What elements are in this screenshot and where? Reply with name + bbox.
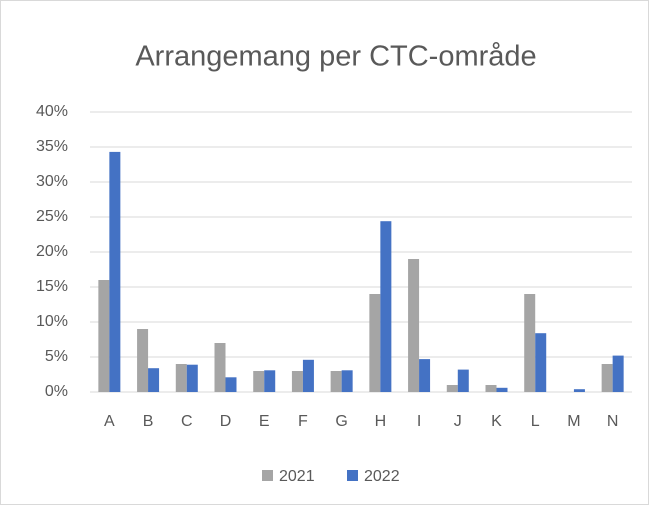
x-tick-label: N [607, 413, 619, 430]
legend-swatch [347, 470, 358, 481]
bar [253, 371, 265, 392]
bar [380, 221, 392, 392]
x-tick-label: H [375, 413, 387, 430]
x-tick-label: J [454, 413, 462, 430]
bar [369, 294, 381, 392]
bar [186, 364, 198, 392]
legend-label: 2021 [279, 468, 315, 485]
x-tick-label: L [531, 413, 540, 430]
bar [446, 385, 458, 392]
x-tick-label: B [143, 413, 154, 430]
bar [330, 371, 342, 392]
x-tick-label: G [335, 413, 347, 430]
y-tick-label: 15% [36, 278, 68, 295]
bar [601, 364, 613, 392]
y-tick-label: 30% [36, 173, 68, 190]
bar [291, 371, 303, 392]
bar [341, 370, 353, 392]
x-tick-label: F [298, 413, 308, 430]
bar [137, 329, 149, 392]
bar [535, 333, 547, 392]
y-tick-label: 35% [36, 138, 68, 155]
bar [612, 355, 624, 392]
bar [109, 151, 121, 392]
chart-title: Arrangemang per CTC-område [135, 41, 536, 73]
x-tick-label: I [417, 413, 421, 430]
bar [264, 370, 276, 392]
y-tick-label: 25% [36, 208, 68, 225]
legend-label: 2022 [364, 468, 400, 485]
bar [175, 364, 187, 392]
x-tick-label: K [491, 413, 502, 430]
y-tick-label: 0% [45, 383, 68, 400]
bar [214, 343, 226, 392]
bar [98, 280, 110, 392]
x-tick-label: M [567, 413, 580, 430]
bar [419, 359, 431, 392]
y-tick-label: 5% [45, 348, 68, 365]
bar [408, 259, 420, 392]
y-tick-label: 40% [36, 103, 68, 120]
x-tick-label: A [104, 413, 115, 430]
bar [148, 368, 160, 392]
bar [573, 389, 585, 392]
y-tick-label: 10% [36, 313, 68, 330]
x-tick-label: D [220, 413, 232, 430]
bar [496, 387, 508, 392]
x-tick-label: C [181, 413, 193, 430]
bar [485, 385, 497, 392]
legend-swatch [262, 470, 273, 481]
bar [225, 377, 237, 392]
y-tick-label: 20% [36, 243, 68, 260]
x-tick-label: E [259, 413, 270, 430]
bar [524, 294, 536, 392]
bar [457, 369, 469, 392]
bar [302, 359, 314, 392]
